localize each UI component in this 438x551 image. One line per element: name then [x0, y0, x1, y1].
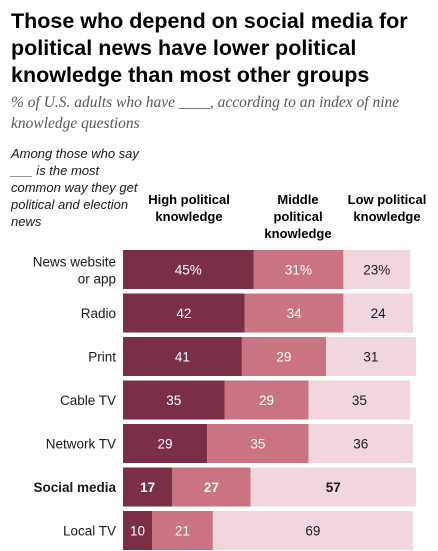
value-label-news-website-or-app-middle: 31% — [285, 263, 312, 278]
value-label-network-tv-low: 36 — [353, 437, 368, 452]
category-label-news-website-or-app: News website or app — [33, 255, 116, 287]
bar-radio-middle — [244, 293, 344, 333]
value-label-radio-high: 42 — [176, 306, 191, 321]
value-label-cable-tv-middle: 29 — [259, 393, 274, 408]
column-header-low: Low political knowledge — [347, 192, 427, 224]
bar-cable-tv-low — [308, 380, 411, 420]
bar-local-tv-low — [212, 511, 413, 550]
bar-print-high — [123, 337, 242, 376]
bar-network-tv-high — [123, 424, 208, 463]
value-label-print-middle: 29 — [276, 350, 291, 365]
value-label-local-tv-middle: 21 — [175, 524, 190, 539]
value-label-news-website-or-app-low: 23% — [363, 263, 390, 278]
value-label-radio-middle: 34 — [287, 306, 303, 321]
bar-news-website-or-app-high — [123, 250, 254, 289]
value-label-local-tv-high: 10 — [130, 524, 145, 539]
category-label-cable-tv: Cable TV — [60, 393, 116, 408]
category-label-print: Print — [88, 350, 116, 365]
bar-social-media-high — [123, 467, 173, 507]
category-label-social-media: Social media — [33, 480, 116, 495]
value-label-network-tv-middle: 35 — [250, 437, 265, 452]
column-header-high: High political knowledge — [148, 192, 230, 224]
bar-local-tv-high — [123, 511, 152, 550]
bar-social-media-low — [250, 467, 416, 507]
value-label-cable-tv-low: 35 — [352, 393, 367, 408]
value-label-network-tv-high: 29 — [158, 437, 173, 452]
bar-radio-low — [343, 293, 413, 333]
column-header-middle: Middle political knowledge — [264, 192, 332, 241]
bar-social-media-middle — [172, 467, 251, 507]
bar-radio-high — [123, 293, 245, 333]
chart-subtitle: % of U.S. adults who have ____, accordin… — [11, 94, 400, 132]
category-intro: Among those who say ___ is the most comm… — [11, 146, 139, 229]
bar-local-tv-middle — [152, 511, 213, 550]
value-label-radio-low: 24 — [371, 306, 387, 321]
category-label-network-tv: Network TV — [46, 437, 116, 452]
value-label-social-media-high: 17 — [140, 480, 155, 495]
value-label-news-website-or-app-high: 45% — [175, 263, 202, 278]
value-label-print-high: 41 — [175, 350, 190, 365]
chart-title: Those who depend on social media for pol… — [11, 9, 408, 87]
bar-print-low — [326, 337, 416, 376]
value-label-local-tv-low: 69 — [305, 524, 320, 539]
bar-network-tv-middle — [207, 424, 309, 463]
category-label-local-tv: Local TV — [63, 524, 116, 539]
value-label-print-low: 31 — [363, 350, 378, 365]
value-label-social-media-low: 57 — [326, 480, 341, 495]
value-label-cable-tv-high: 35 — [166, 393, 181, 408]
bar-news-website-or-app-low — [343, 250, 411, 289]
bar-cable-tv-middle — [224, 380, 309, 420]
bar-cable-tv-high — [123, 380, 225, 420]
bar-print-middle — [241, 337, 326, 376]
bar-news-website-or-app-middle — [253, 250, 344, 289]
category-label-radio: Radio — [81, 306, 116, 321]
value-label-social-media-middle: 27 — [204, 480, 219, 495]
bar-network-tv-low — [308, 424, 413, 463]
